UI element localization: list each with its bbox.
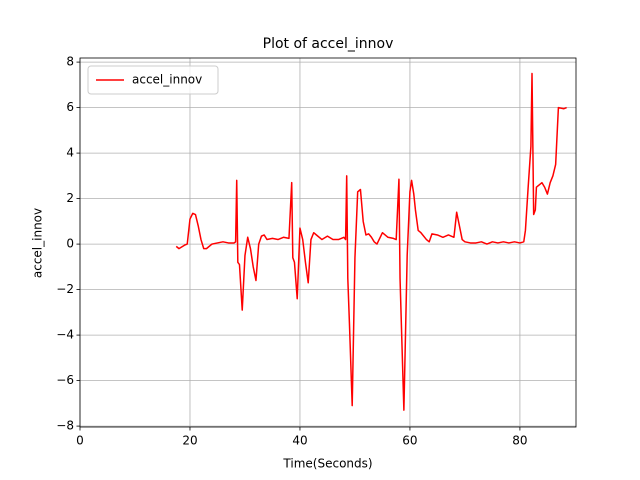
y-tick-label: 6 bbox=[66, 100, 74, 114]
y-tick-label: −4 bbox=[56, 328, 74, 342]
y-tick-label: 4 bbox=[66, 146, 74, 160]
y-axis-label: accel_innov bbox=[31, 208, 45, 278]
data-line bbox=[175, 72, 567, 411]
x-tick-label: 0 bbox=[76, 434, 84, 448]
x-tick-label: 80 bbox=[512, 434, 527, 448]
y-tick-label: 2 bbox=[66, 191, 74, 205]
y-tick-label: −6 bbox=[56, 373, 74, 387]
x-axis-label: Time(Seconds) bbox=[282, 457, 372, 471]
x-tick-label: 20 bbox=[182, 434, 197, 448]
y-tick-label: 0 bbox=[66, 237, 74, 251]
legend-box bbox=[87, 65, 219, 95]
legend-label: accel_innov bbox=[132, 73, 202, 87]
x-tick-label: 60 bbox=[402, 434, 417, 448]
x-tick-label: 40 bbox=[292, 434, 307, 448]
axes-frame bbox=[79, 57, 577, 428]
y-tick-label: 8 bbox=[66, 55, 74, 69]
y-tick-label: −2 bbox=[56, 282, 74, 296]
y-tick-label: −8 bbox=[56, 419, 74, 433]
chart-title: Plot of accel_innov bbox=[263, 36, 394, 52]
